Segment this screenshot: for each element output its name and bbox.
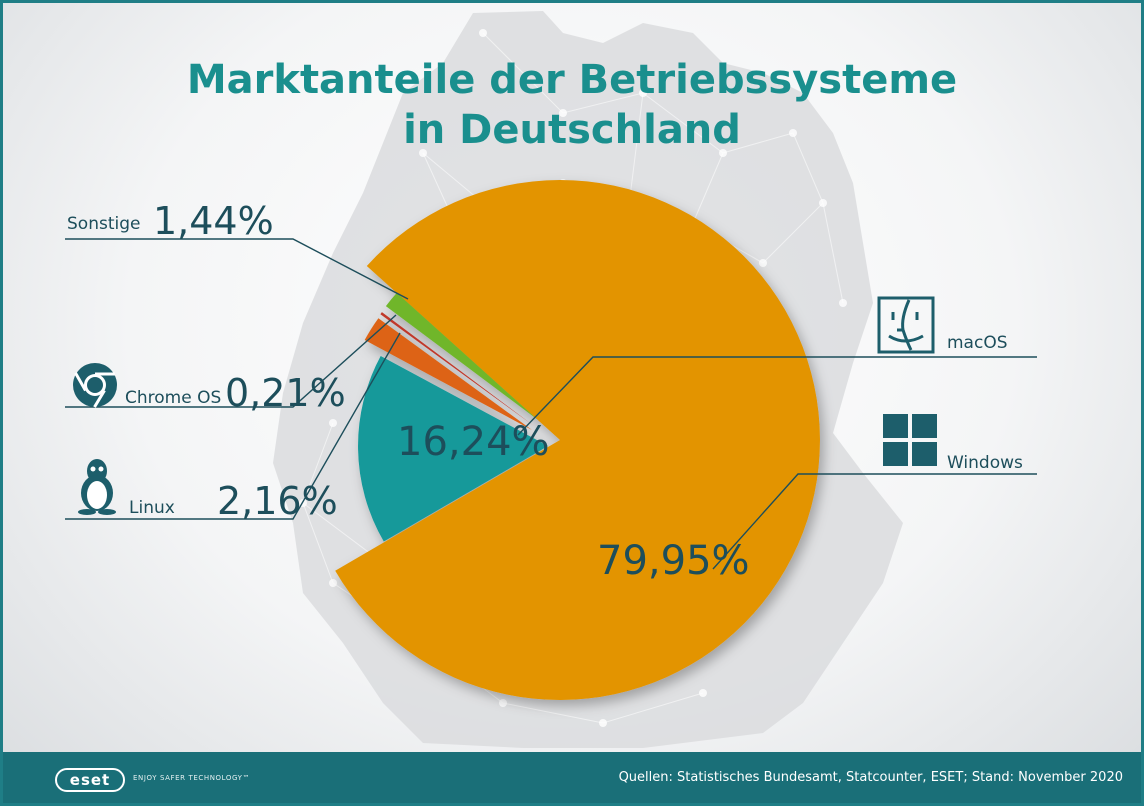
eset-logo[interactable]: eset: [55, 768, 125, 792]
leader-line-windows: [712, 473, 1037, 570]
pie-slice-linux: [364, 318, 532, 430]
label-sonstige: Sonstige: [67, 214, 141, 234]
windows-icon: [883, 414, 937, 466]
title-line-2: in Deutschland: [403, 107, 741, 153]
leader-line-chrome: [65, 314, 397, 408]
label-chrome-os: Chrome OS: [125, 388, 222, 408]
value-macos: 16,24%: [397, 419, 550, 465]
leader-lines: [65, 238, 1037, 570]
label-macos: macOS: [947, 333, 1008, 353]
value-sonstige: 1,44%: [153, 199, 274, 243]
leader-line-sonstige: [65, 238, 409, 300]
pie-slice-sonstige: [385, 292, 538, 420]
chrome-icon: [73, 363, 117, 408]
title-line-1: Marktanteile der Betriebssysteme: [186, 57, 958, 103]
tagline: ENJOY SAFER TECHNOLOGY™: [133, 774, 251, 782]
linux-tux-icon: [78, 459, 116, 515]
chart-title: Marktanteile der Betriebssysteme in Deut…: [3, 55, 1141, 155]
value-windows: 79,95%: [597, 538, 750, 584]
pie-slice-chrome-os: [380, 312, 534, 426]
pie-slice-windows: [335, 180, 820, 701]
pie-slice-macos: [358, 356, 548, 542]
mac-finder-icon: [877, 296, 935, 354]
pie-slices: [335, 180, 820, 701]
footer-bar: eset ENJOY SAFER TECHNOLOGY™ Quellen: St…: [3, 752, 1141, 803]
pie-chart: [65, 180, 1037, 701]
value-linux: 2,16%: [217, 479, 338, 523]
label-windows: Windows: [947, 453, 1023, 473]
value-chrome-os: 0,21%: [225, 371, 346, 415]
label-linux: Linux: [129, 498, 175, 518]
leader-line-linux: [65, 332, 401, 520]
leader-line-macos: [517, 356, 1037, 436]
source-note: Quellen: Statistisches Bundesamt, Statco…: [618, 770, 1123, 785]
